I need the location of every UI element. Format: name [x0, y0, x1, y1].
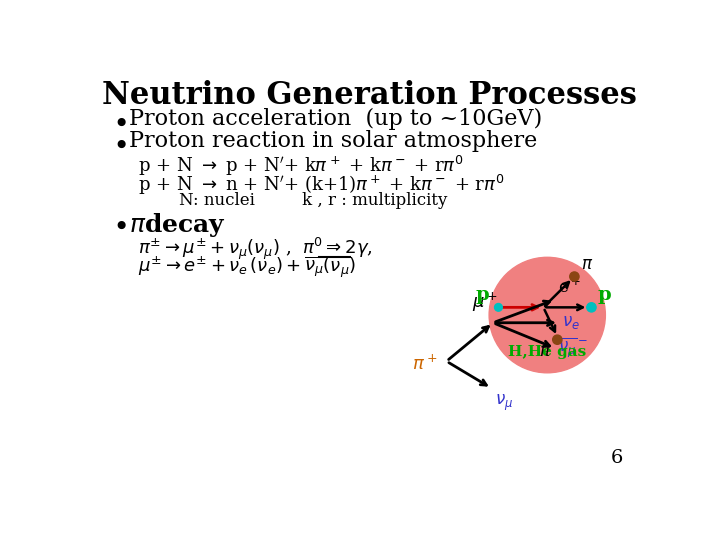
- Text: e$^+$: e$^+$: [558, 277, 581, 296]
- Text: $\pi^{\pm} \rightarrow \mu^{\pm} + \nu_\mu(\nu_\mu)$ ,  $\pi^0 \Rightarrow 2\gam: $\pi^{\pm} \rightarrow \mu^{\pm} + \nu_\…: [138, 236, 373, 262]
- Text: 6: 6: [611, 449, 624, 467]
- Text: $\pi$decay: $\pi$decay: [129, 211, 225, 239]
- Circle shape: [495, 303, 503, 311]
- Text: Proton reaction in solar atmosphere: Proton reaction in solar atmosphere: [129, 130, 537, 152]
- Text: $\mu^+$: $\mu^+$: [472, 290, 498, 314]
- Text: $\nu_\mu$: $\nu_\mu$: [495, 393, 513, 413]
- Text: $\bullet$: $\bullet$: [112, 108, 127, 136]
- Text: $\overline{\nu_\mu}^-$: $\overline{\nu_\mu}^-$: [558, 336, 588, 360]
- Text: Proton acceleration  (up to ~10GeV): Proton acceleration (up to ~10GeV): [129, 108, 542, 130]
- Text: Neutrino Generation Processes: Neutrino Generation Processes: [102, 80, 636, 111]
- Text: $\pi^+$: $\pi^+$: [412, 355, 437, 374]
- Text: N: nuclei         k , r : multiplicity: N: nuclei k , r : multiplicity: [179, 192, 448, 209]
- Text: H,He gas: H,He gas: [508, 345, 586, 359]
- Text: $\nu_e$: $\nu_e$: [562, 314, 580, 331]
- Text: p: p: [475, 286, 489, 304]
- Text: $\pi$: $\pi$: [539, 343, 551, 360]
- Circle shape: [489, 257, 606, 373]
- Text: $\pi$: $\pi$: [580, 256, 593, 273]
- Circle shape: [570, 272, 579, 281]
- Text: p: p: [598, 286, 611, 304]
- Text: p + N $\rightarrow$ n + N$'$+ (k+1)$\pi^+$ + k$\pi^-$ + r$\pi^0$: p + N $\rightarrow$ n + N$'$+ (k+1)$\pi^…: [138, 173, 504, 197]
- Text: $\bullet$: $\bullet$: [112, 211, 127, 239]
- Text: p + N $\rightarrow$ p + N$'$+ k$\pi^+$ + k$\pi^-$ + r$\pi^0$: p + N $\rightarrow$ p + N$'$+ k$\pi^+$ +…: [138, 154, 464, 178]
- Text: $\mu^{\pm} \rightarrow e^{\pm} + \nu_e\,(\nu_e) + \overline{\nu_\mu}(\nu_\mu)$: $\mu^{\pm} \rightarrow e^{\pm} + \nu_e\,…: [138, 255, 356, 280]
- Circle shape: [587, 303, 596, 312]
- Circle shape: [553, 335, 562, 345]
- Text: $\bullet$: $\bullet$: [112, 130, 127, 158]
